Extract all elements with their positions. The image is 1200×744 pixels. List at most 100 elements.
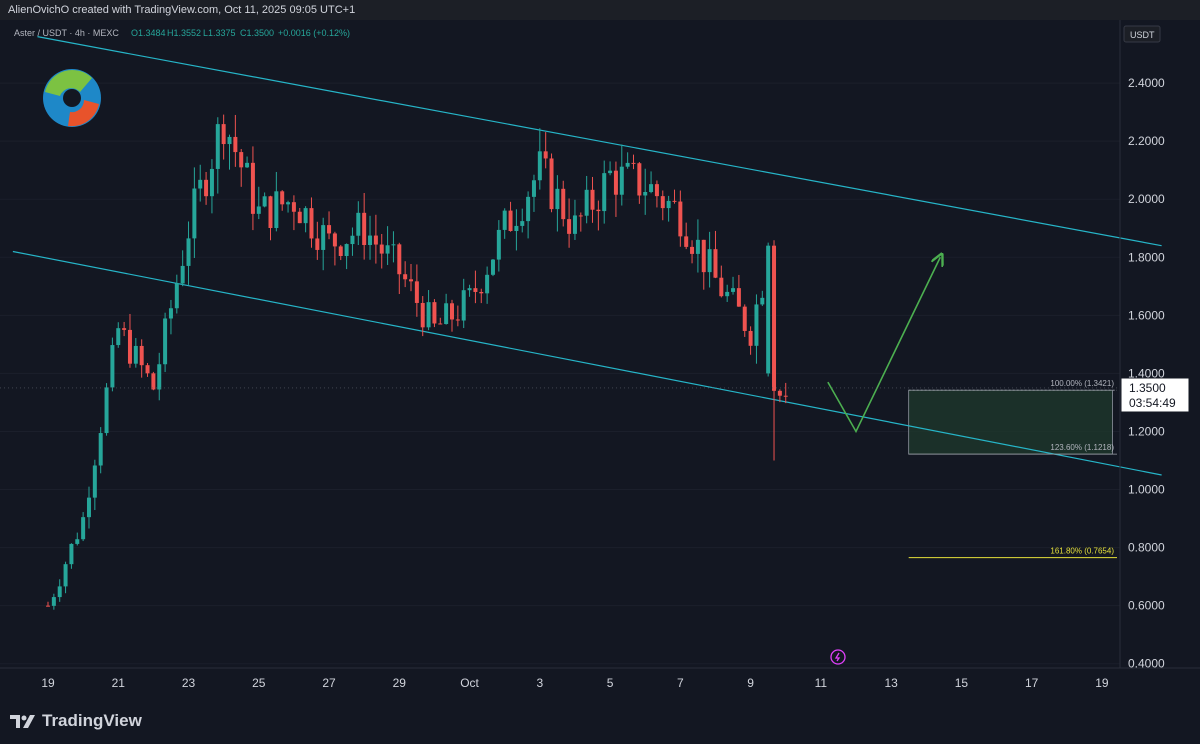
candle-body [262, 196, 267, 207]
candle-body [63, 564, 68, 587]
candle-body [397, 244, 402, 275]
time-tick-label: 15 [955, 676, 969, 690]
candle-body [543, 151, 548, 159]
candle-body [385, 245, 390, 254]
projection-arrow[interactable] [827, 257, 940, 434]
candle-body [215, 124, 220, 169]
candle-body [291, 202, 296, 212]
candle-body [221, 124, 226, 145]
candle-body [596, 209, 601, 212]
candle-body [75, 539, 80, 544]
footer [0, 700, 1200, 744]
projection-layer [827, 257, 940, 434]
candle-body [526, 196, 531, 222]
chart-background [0, 20, 1200, 700]
candle-body [754, 304, 759, 346]
time-tick-label: Oct [460, 676, 479, 690]
currency-label: USDT [1130, 30, 1155, 40]
legend-low: L1.3375 [203, 28, 236, 38]
candle-body [303, 208, 308, 224]
time-tick-label: 7 [677, 676, 684, 690]
price-tick-label: 1.2000 [1128, 424, 1165, 438]
candle-body [742, 306, 747, 331]
time-tick-label: 19 [1095, 676, 1109, 690]
credit-text: AlienOvichO created with TradingView.com… [8, 4, 356, 16]
candle-body [139, 345, 144, 366]
candle-body [613, 170, 618, 195]
channel-lower-line[interactable] [12, 250, 1162, 476]
candle-body [748, 330, 753, 346]
fib-label: 123.60% (1.1218) [1050, 443, 1114, 452]
price-tag-countdown: 03:54:49 [1129, 396, 1176, 410]
candle-body [777, 390, 782, 396]
candles [46, 114, 788, 610]
candle-body [51, 597, 56, 606]
candle-body [127, 329, 132, 364]
candle-body [608, 170, 613, 174]
candle-body [86, 497, 91, 518]
candle-body [666, 200, 671, 209]
candle-body [461, 290, 466, 321]
candle-body [420, 302, 425, 328]
candle-body [145, 365, 150, 374]
candle-body [327, 225, 332, 234]
price-tick-label: 2.0000 [1128, 192, 1165, 206]
candle-body [168, 308, 173, 319]
legend-close: C1.3500 [240, 28, 274, 38]
candle-body [678, 201, 683, 237]
candle-body [707, 249, 712, 273]
candle-body [133, 345, 138, 364]
candle-body [186, 238, 191, 266]
candle-body [98, 433, 103, 466]
price-chart[interactable]: 100.00% (1.3421) 123.60% (1.1218) 161.80% … [0, 0, 1200, 700]
candle-body [192, 188, 197, 239]
channel-upper-line[interactable] [37, 36, 1162, 247]
candle-body [414, 281, 419, 303]
candle-body [567, 219, 572, 234]
candle-body [344, 244, 349, 257]
target-zone [908, 389, 1113, 455]
tradingview-logo-icon [10, 715, 35, 728]
candle-body [479, 291, 484, 294]
time-tick-label: 13 [884, 676, 898, 690]
price-tag [1120, 377, 1190, 413]
candle-body [701, 239, 706, 273]
price-axis[interactable]: 2.4000 2.2000 2.0000 1.8000 1.6000 1.4000 1.20… [1128, 76, 1165, 671]
candle-body [274, 191, 279, 228]
candle-body [531, 180, 536, 197]
candle-body [772, 245, 777, 391]
candle-body [332, 233, 337, 247]
candle-body [250, 162, 255, 214]
author-logo [43, 69, 101, 127]
channel-layer [12, 36, 1162, 476]
lightning-icon[interactable] [830, 649, 846, 665]
tradingview-brand[interactable]: TradingView [10, 711, 142, 731]
legend-change: +0.0016 (+0.12%) [278, 28, 350, 38]
candle-body [379, 244, 384, 254]
candle-body [104, 387, 109, 434]
time-tick-label: 5 [607, 676, 614, 690]
candle-body [520, 221, 525, 226]
candle-body [163, 318, 168, 365]
candle-body [373, 235, 378, 245]
candle-body [268, 196, 273, 228]
time-tick-label: 29 [393, 676, 407, 690]
time-tick-label: 23 [182, 676, 196, 690]
candle-body [151, 373, 156, 390]
candle-body [297, 211, 302, 224]
candle-body [467, 288, 472, 291]
time-axis[interactable]: 19 21 23 25 27 29 Oct 3 5 7 9 11 13 15 17 19 [41, 676, 1109, 690]
candle-body [643, 191, 648, 196]
currency-badge[interactable] [1123, 25, 1161, 43]
candle-body [209, 168, 214, 197]
candle-body [81, 517, 86, 540]
time-tick-label: 3 [536, 676, 543, 690]
candle-body [602, 173, 607, 212]
candle-body [549, 158, 554, 210]
candle-body [204, 179, 209, 197]
candle-body [625, 162, 630, 167]
candle-body [731, 288, 736, 292]
candle-body [110, 345, 115, 388]
candle-body [227, 136, 232, 145]
candle-body [537, 151, 542, 181]
